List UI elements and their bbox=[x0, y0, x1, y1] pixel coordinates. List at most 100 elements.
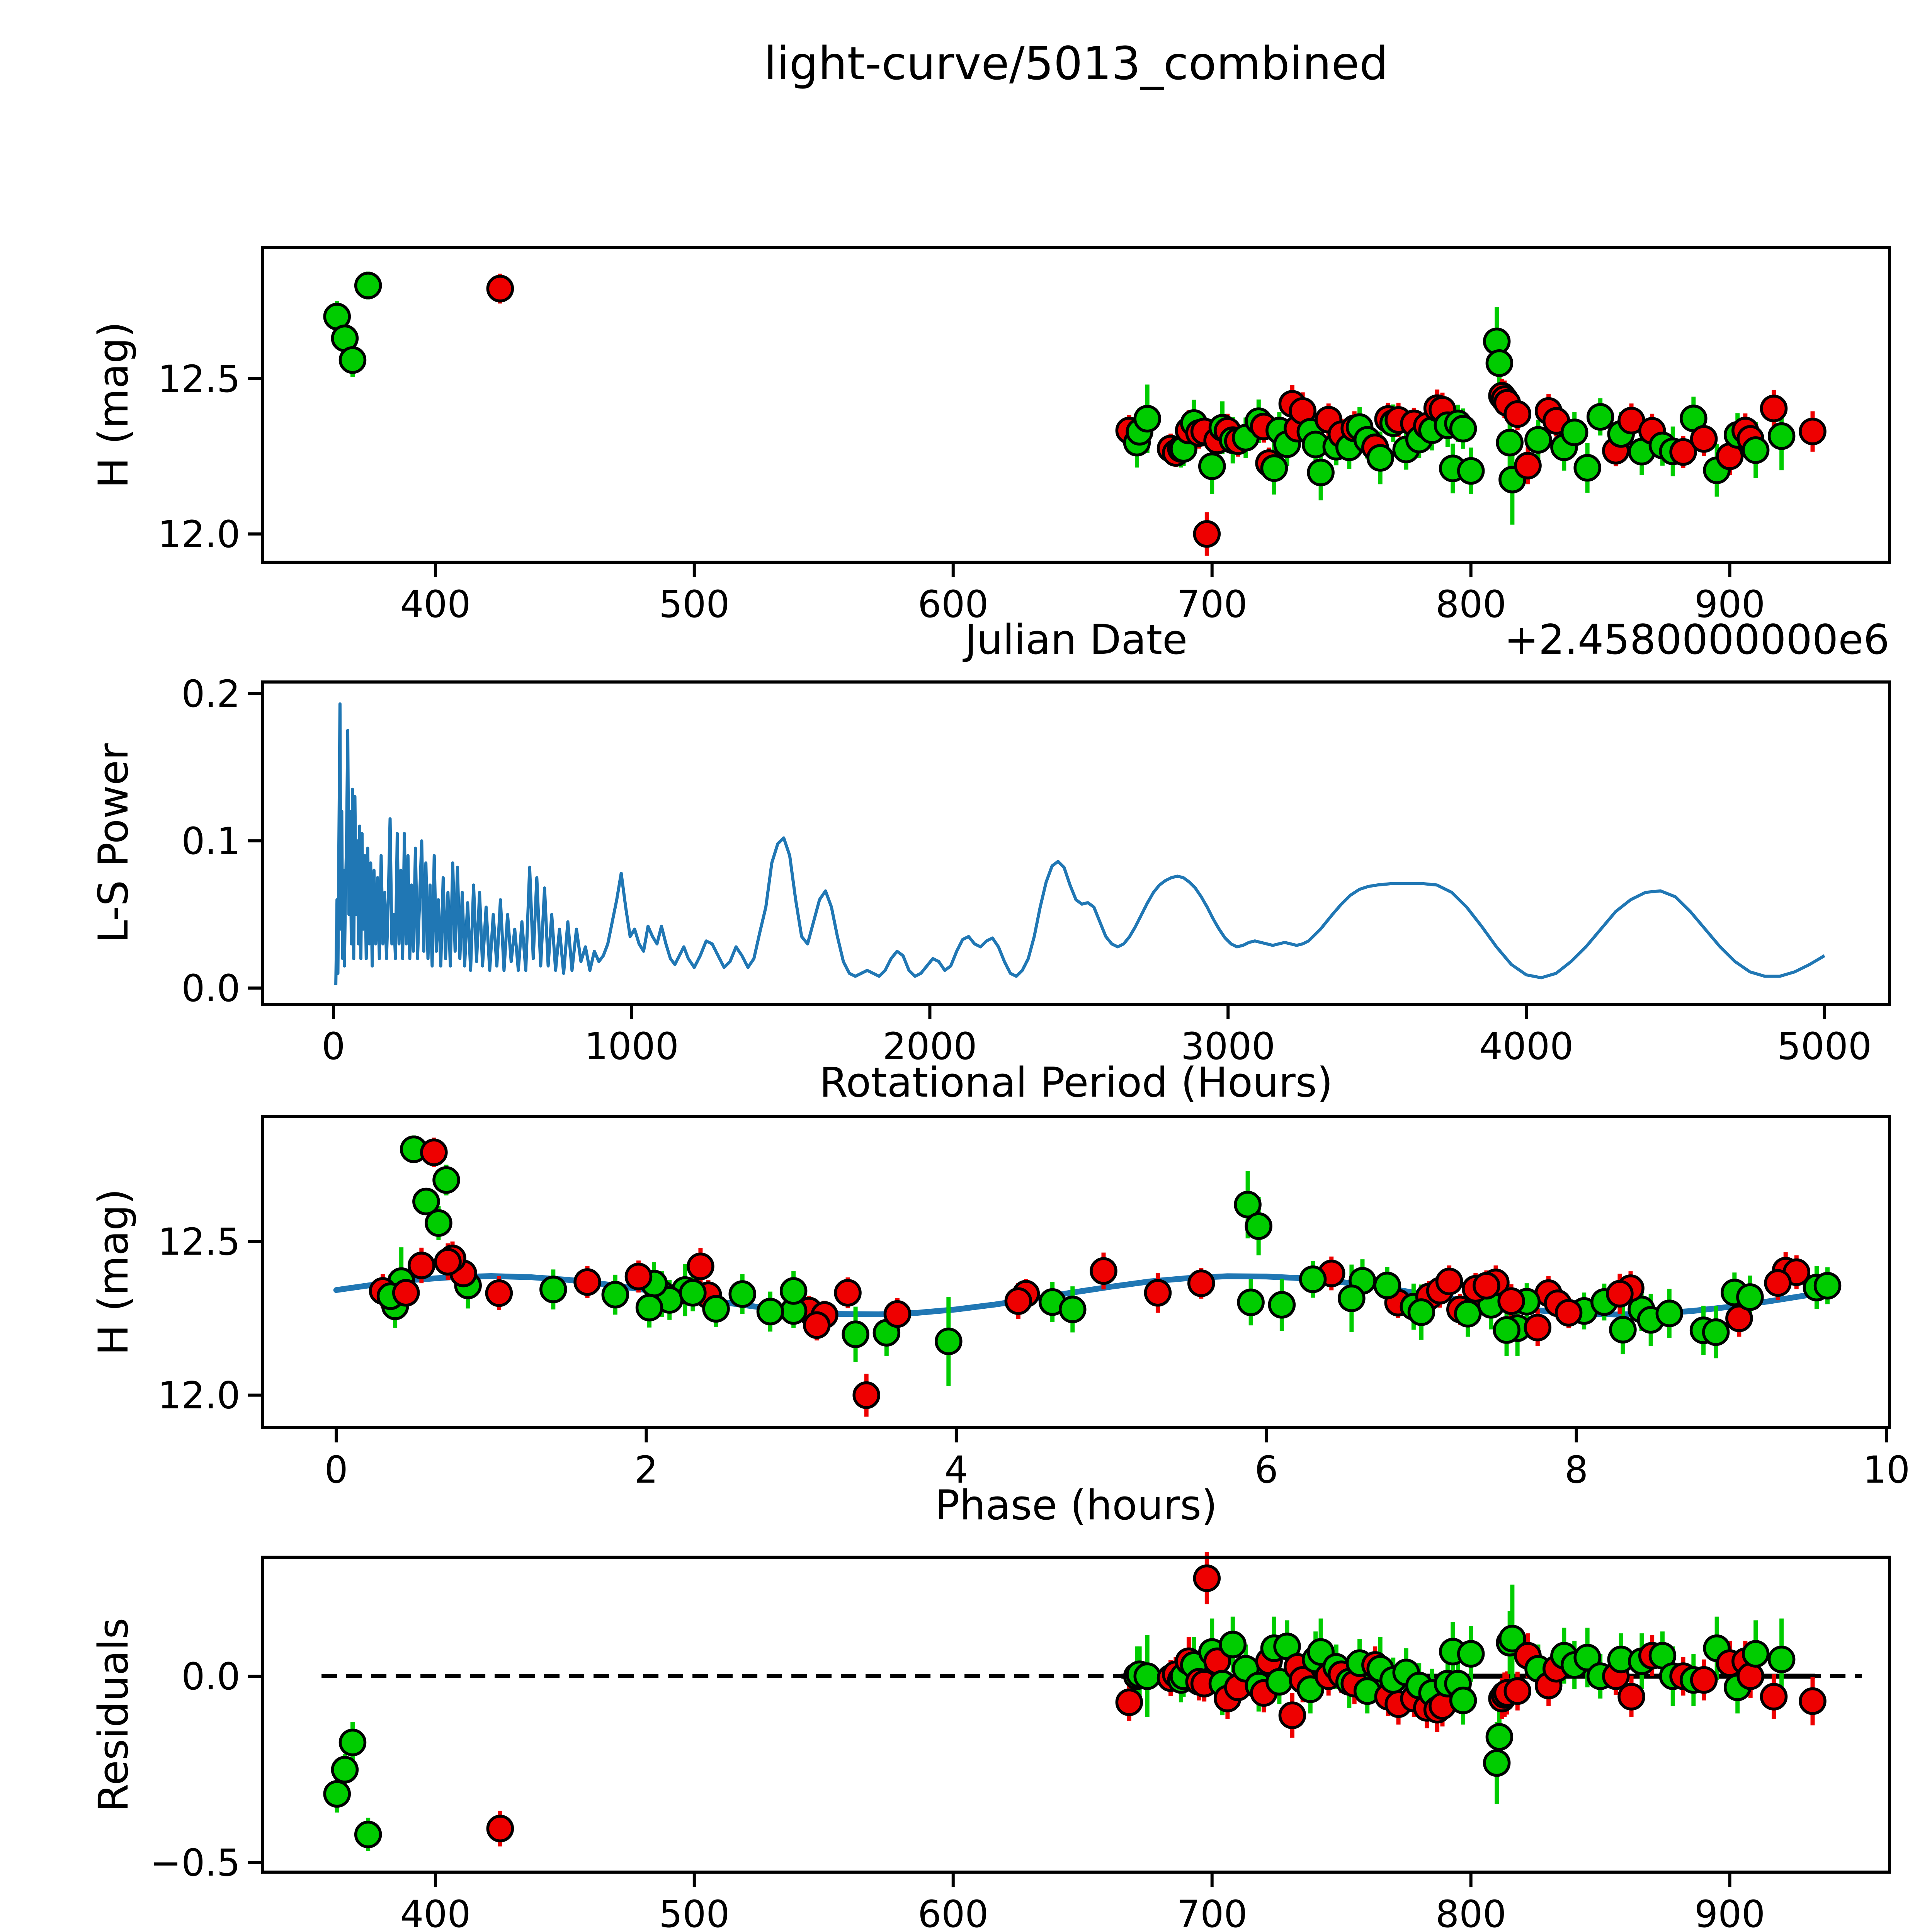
data-point bbox=[635, 1294, 663, 1321]
data-point bbox=[1268, 1291, 1296, 1319]
data-point bbox=[1760, 395, 1788, 422]
data-point bbox=[1260, 454, 1288, 482]
ylabel-ls-power: L-S Power bbox=[90, 743, 137, 943]
data-point bbox=[1736, 1283, 1764, 1311]
y-tick-label: −0.5 bbox=[150, 1841, 240, 1884]
y-tick-label: 0.0 bbox=[181, 1655, 240, 1698]
data-point bbox=[1115, 1688, 1143, 1716]
data-point bbox=[1435, 1267, 1463, 1296]
data-point bbox=[432, 1166, 460, 1194]
data-point bbox=[935, 1327, 963, 1355]
data-points bbox=[369, 1135, 1842, 1409]
data-point bbox=[1338, 1284, 1366, 1312]
data-point bbox=[1760, 1683, 1788, 1711]
y-tick-label: 0.1 bbox=[181, 820, 240, 863]
data-point bbox=[1457, 457, 1485, 485]
data-point bbox=[425, 1209, 452, 1237]
data-point bbox=[1573, 1644, 1601, 1672]
xlabel-rotational-period: Rotational Period (Hours) bbox=[820, 1059, 1333, 1106]
data-point bbox=[354, 1820, 382, 1849]
x-tick-label: 2 bbox=[634, 1448, 658, 1492]
axes-spines bbox=[261, 1556, 1891, 1874]
x-offset-label-top: +2.4580000000e6 bbox=[1504, 616, 1889, 663]
data-point bbox=[1609, 1316, 1637, 1344]
data-point bbox=[338, 346, 367, 374]
data-point bbox=[1059, 1296, 1087, 1323]
data-point bbox=[1560, 418, 1588, 446]
x-tick-label: 800 bbox=[1435, 583, 1506, 626]
xlabel-phase-hours: Phase (hours) bbox=[935, 1481, 1218, 1529]
x-tick-label: 3000 bbox=[1181, 1025, 1275, 1068]
data-point bbox=[779, 1277, 808, 1305]
x-tick-label: 400 bbox=[400, 1893, 471, 1932]
data-point bbox=[1742, 436, 1770, 464]
data-point bbox=[687, 1252, 714, 1281]
data-point bbox=[834, 1279, 862, 1307]
data-point bbox=[1004, 1287, 1032, 1315]
data-point bbox=[412, 1187, 440, 1216]
data-point bbox=[1485, 349, 1514, 377]
x-tick-label: 10 bbox=[1863, 1448, 1910, 1492]
y-tick-label: 12.0 bbox=[158, 1374, 240, 1417]
data-points bbox=[323, 1564, 1827, 1849]
data-point bbox=[1606, 1280, 1634, 1308]
data-point bbox=[1473, 1272, 1500, 1300]
data-point bbox=[1449, 1686, 1477, 1714]
x-tick-label: 6 bbox=[1255, 1448, 1278, 1492]
data-point bbox=[1237, 1288, 1265, 1316]
x-tick-label: 2000 bbox=[883, 1025, 977, 1068]
data-point bbox=[1307, 458, 1335, 486]
x-tick-label: 500 bbox=[659, 1893, 730, 1932]
data-point bbox=[392, 1279, 420, 1307]
panel-ls_periodogram: 0 1000 2000 3000 4000 5000 0.0 0.1 0.2 bbox=[181, 672, 1891, 1068]
data-point bbox=[1299, 1265, 1327, 1293]
data-point bbox=[573, 1268, 601, 1296]
data-point bbox=[1799, 417, 1827, 446]
x-tick-label: 0 bbox=[321, 1025, 345, 1068]
axes-spines bbox=[261, 1115, 1891, 1429]
xlabel-julian-date-top: Julian Date bbox=[963, 616, 1188, 663]
error-bars bbox=[335, 1552, 1815, 1852]
x-tick-label: 800 bbox=[1435, 1893, 1506, 1932]
x-tick-label: 8 bbox=[1565, 1448, 1588, 1492]
data-point bbox=[1799, 1687, 1827, 1715]
data-point bbox=[1617, 1683, 1645, 1711]
data-point bbox=[1219, 1631, 1247, 1658]
axes-spines bbox=[261, 680, 1891, 1006]
data-point bbox=[728, 1280, 757, 1308]
data-point bbox=[1586, 403, 1614, 431]
ylabel-h-mag-phase: H (mag) bbox=[90, 1189, 137, 1355]
data-point bbox=[1725, 1304, 1753, 1332]
data-point bbox=[702, 1295, 730, 1323]
data-point bbox=[624, 1262, 653, 1291]
data-point bbox=[1278, 1701, 1306, 1729]
data-point bbox=[1366, 444, 1394, 472]
periodogram-line bbox=[334, 702, 1825, 985]
data-point bbox=[1503, 400, 1532, 428]
data-point bbox=[1813, 1272, 1842, 1300]
panel-residuals_vs_jd: 400 500 600 700 800 900 0.0 −0.5 bbox=[150, 1552, 1891, 1932]
data-point bbox=[1457, 1640, 1485, 1668]
y-tick-label: 12.0 bbox=[158, 513, 240, 556]
data-point bbox=[883, 1300, 912, 1328]
data-point bbox=[486, 275, 514, 303]
x-tick-label: 0 bbox=[325, 1448, 348, 1492]
x-tick-label: 700 bbox=[1177, 1893, 1247, 1932]
data-point bbox=[1690, 425, 1718, 453]
data-point bbox=[803, 1311, 831, 1339]
y-tick-label: 0.0 bbox=[181, 967, 240, 1010]
data-point bbox=[679, 1279, 707, 1307]
data-point bbox=[485, 1279, 513, 1307]
data-point bbox=[1742, 1640, 1770, 1668]
data-point bbox=[1736, 1662, 1764, 1690]
x-tick-label: 500 bbox=[659, 583, 730, 626]
data-point bbox=[1524, 1313, 1552, 1342]
data-point bbox=[842, 1320, 869, 1348]
data-point bbox=[756, 1298, 784, 1326]
data-point bbox=[1497, 1287, 1525, 1315]
data-point bbox=[1498, 1624, 1526, 1653]
data-point bbox=[420, 1138, 448, 1167]
data-point bbox=[1767, 422, 1796, 450]
data-point bbox=[1496, 429, 1524, 457]
data-point bbox=[331, 1756, 359, 1784]
